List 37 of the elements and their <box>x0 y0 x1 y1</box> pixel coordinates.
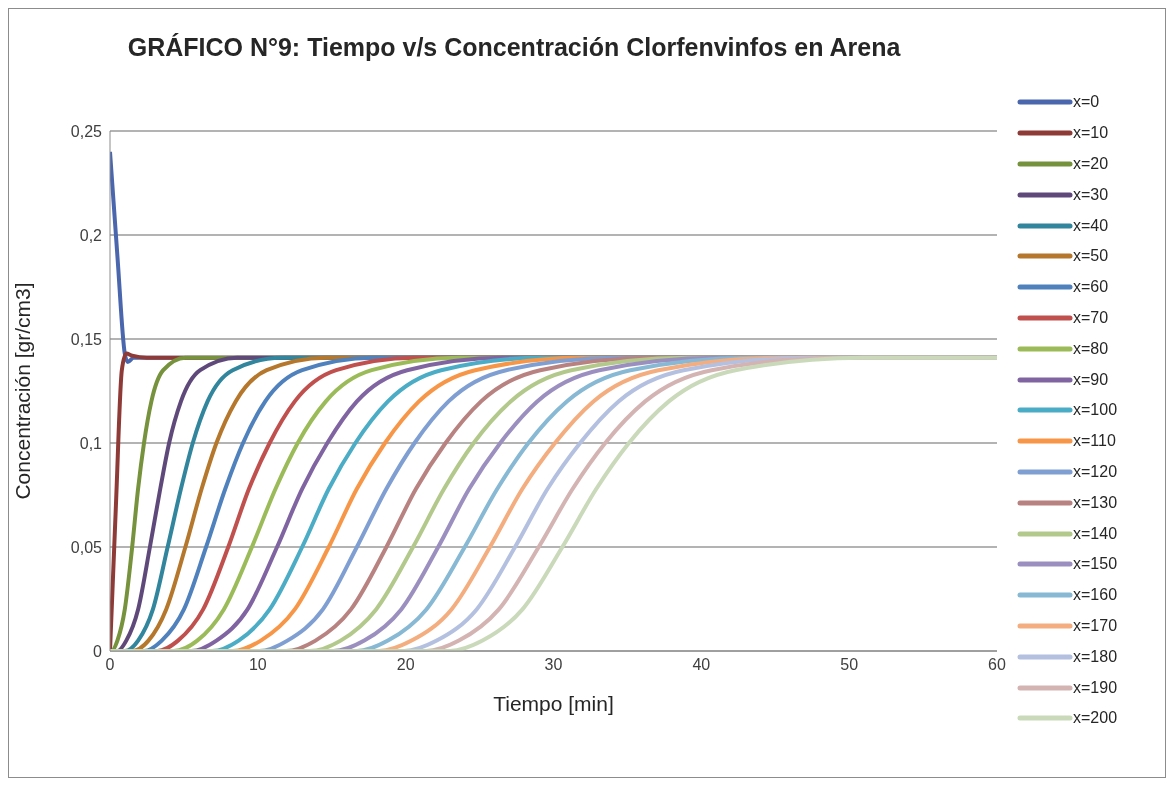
legend-label: x=120 <box>1073 462 1118 481</box>
x-tick-label: 60 <box>988 656 1006 674</box>
y-tick-label: 0 <box>93 642 103 660</box>
y-tick-label: 0,1 <box>79 434 103 452</box>
legend-label: x=200 <box>1073 709 1118 728</box>
legend-label: x=170 <box>1073 616 1118 635</box>
legend-label: x=40 <box>1073 216 1109 235</box>
y-axis-title: Concentración [gr/cm3] <box>11 282 35 500</box>
legend-label: x=10 <box>1073 124 1109 143</box>
y-tick-label: 0,15 <box>70 330 103 348</box>
legend-label: x=150 <box>1073 555 1118 574</box>
x-tick-label: 30 <box>544 656 563 674</box>
x-tick-label: 10 <box>248 656 267 674</box>
legend-label: x=190 <box>1073 678 1118 697</box>
legend-label: x=70 <box>1073 308 1109 327</box>
y-tick-label: 0,25 <box>70 122 103 140</box>
legend-label: x=180 <box>1073 647 1118 666</box>
legend-label: x=50 <box>1073 247 1109 266</box>
x-tick-label: 20 <box>396 656 415 674</box>
y-tick-label: 0,2 <box>79 226 103 244</box>
y-tick-label: 0,05 <box>70 538 103 556</box>
legend-label: x=30 <box>1073 185 1109 204</box>
legend-label: x=90 <box>1073 370 1109 389</box>
legend-label: x=60 <box>1073 278 1109 297</box>
legend-label: x=110 <box>1073 432 1116 451</box>
chart-title: GRÁFICO N°9: Tiempo v/s Concentración Clorfenvinfos en Arena <box>126 33 902 62</box>
legend-label: x=130 <box>1073 493 1118 512</box>
x-tick-label: 40 <box>692 656 711 674</box>
x-tick-label: 50 <box>840 656 859 674</box>
legend-label: x=80 <box>1073 339 1109 358</box>
legend-label: x=160 <box>1073 586 1118 605</box>
x-tick-label: 0 <box>105 656 115 674</box>
legend-label: x=0 <box>1073 93 1100 112</box>
x-axis-title: Tiempo [min] <box>493 692 614 715</box>
legend-label: x=20 <box>1073 154 1109 173</box>
legend-label: x=100 <box>1073 401 1118 420</box>
legend-label: x=140 <box>1073 524 1118 543</box>
